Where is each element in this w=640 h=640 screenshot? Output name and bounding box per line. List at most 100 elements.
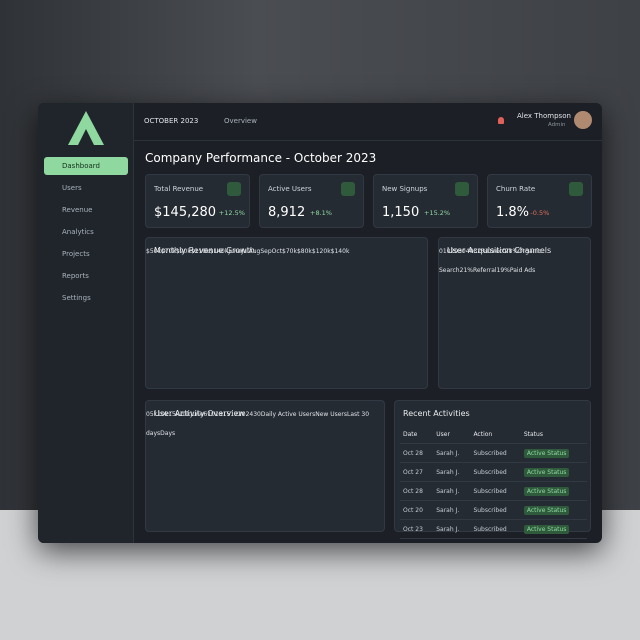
nav-item[interactable]: Settings [62,294,91,302]
sidebar: Dashboard Users Revenue Analytics Projects Re… [38,103,134,543]
x-tick-label: 15 [222,411,231,418]
kpi-label: Total Revenue [154,185,204,193]
y-tick-label: 0 [146,411,150,418]
value-label: 28% [504,248,519,255]
table-cell: Subscribed [470,500,521,520]
kpi-value: 1,150 [382,205,420,220]
table-cell: Active Status [520,519,587,539]
kpi-card: Total Revenue $145,280 +12.5% [145,174,250,228]
table-row: Oct 20 Sarah J. Subscribed Active Status [400,500,587,520]
logo [68,111,104,145]
nav-item[interactable]: Reports [62,272,89,280]
status-badge: Active Status [523,467,570,477]
column-header: User [433,425,471,444]
nav-item[interactable]: Analytics [62,228,94,236]
table-cell: Oct 27 [400,462,434,482]
activity-table: Date User Action Status Oct 28 Sarah J. Subscr… [400,425,587,539]
chart-panel: User Activity Overview 05k10k15k20kJune61… [145,400,385,532]
nav-item[interactable]: Revenue [62,206,93,214]
status-badge: Active Status [523,524,570,534]
table-row: Oct 28 Sarah J. Subscribed Active Status [400,443,587,463]
value-label: $140k [330,248,350,255]
kpi-label: New Signups [382,185,428,193]
x-tick-label: Sep [260,248,272,255]
x-tick-label: 20 [237,411,246,418]
kpi-icon [227,182,241,196]
value-label: $80k [296,248,312,255]
nav-item[interactable]: Users [62,184,82,192]
table-cell: Active Status [520,500,587,520]
table-cell: Sarah J. [433,481,471,501]
x-tick-label: Paid Ads [509,267,536,274]
table-title: Recent Activities [403,409,470,418]
dashboard: Dashboard Users Revenue Analytics Projects Re… [38,103,602,543]
kpi-label: Churn Rate [496,185,536,193]
bell-icon[interactable] [498,117,504,124]
table-cell: Subscribed [470,481,521,501]
column-header: Status [520,425,587,444]
y-tick-label: 40 [465,248,474,255]
chart-title: Monthly Revenue Growth [154,246,255,255]
chart: 05k10k15k20kJune610131517202430Daily Act… [146,401,384,439]
chart-panel: User Acquisition Channels 01020304032%Dir… [438,237,591,389]
table-cell: Active Status [520,481,587,501]
chart-title: User Activity Overview [154,409,245,418]
kpi-label: Active Users [268,185,312,193]
table-cell: Oct 28 [400,481,434,501]
table-cell: Sarah J. [433,462,471,482]
y-tick-label: $70k [160,248,176,255]
y-tick-label: 0 [439,248,443,255]
chart-title: User Acquisition Channels [447,246,552,255]
y-tick-label: $110k [190,248,210,255]
legend-label: New Users [315,411,347,418]
x-tick-label: June [190,411,204,418]
overview-tab[interactable]: Overview [224,117,257,125]
column-header: Action [470,425,521,444]
user-name: Alex Thompson [517,112,571,120]
table-row: Oct 28 Sarah J. Subscribed Active Status [400,481,587,501]
x-tick-label: Jul [241,248,249,255]
y-tick-label: 30 [458,248,466,255]
range-label: Last 30 days [146,411,370,437]
value-label: 19% [496,267,510,274]
y-tick-label: 10 [442,248,451,255]
kpi-value: $145,280 [154,205,217,220]
x-tick-label: 24 [245,411,254,418]
x-tick-label: 10 [207,411,215,418]
x-tick-label: June [228,248,242,255]
y-tick-label: $90k [175,248,191,255]
status-badge: Active Status [523,486,570,496]
kpi-value: 8,912 [268,205,306,220]
x-tick-label: 17 [230,411,238,418]
table-cell: Oct 23 [400,519,434,539]
y-tick-label: 20k [179,411,191,418]
nav-item[interactable]: Dashboard [44,157,128,175]
nav-item[interactable]: Projects [62,250,90,258]
x-tick-label: Referral [472,267,497,274]
legend-label: Daily Active Users [260,411,316,418]
kpi-icon [569,182,583,196]
y-tick-label: 20 [450,248,459,255]
table-cell: Subscribed [470,519,521,539]
chart: 01020304032%Direct28%Organic Search21%Re… [439,238,590,276]
kpi-value: 1.8% [496,205,530,220]
chart-panel: Monthly Revenue Growth $50k$70k$90k$110k $… [145,237,428,389]
x-tick-label: 13 [215,411,223,418]
y-tick-label: 5k [149,411,158,418]
value-label: 32% [473,248,487,255]
kpi-card: Active Users 8,912 +8.1% [259,174,364,228]
y-tick-label: $50k [146,248,161,255]
table-cell: Oct 28 [400,443,434,463]
avatar[interactable] [574,111,592,129]
chart: $50k$70k$90k$110k$140kJuneJulAugSepOct$7… [146,238,349,257]
column-header: Date [400,425,434,444]
x-tick-label: Oct [271,248,283,255]
kpi-change: -0.5% [530,209,550,217]
table-row: Oct 23 Sarah J. Subscribed Active Status [400,519,587,539]
table-cell: Oct 20 [400,500,434,520]
table-cell: Sarah J. [433,443,471,463]
month-select[interactable]: OCTOBER 2023 [144,117,199,125]
header: OCTOBER 2023 Overview Alex Thompson Admi… [134,103,602,141]
header-row: Date User Action Status [400,425,587,444]
